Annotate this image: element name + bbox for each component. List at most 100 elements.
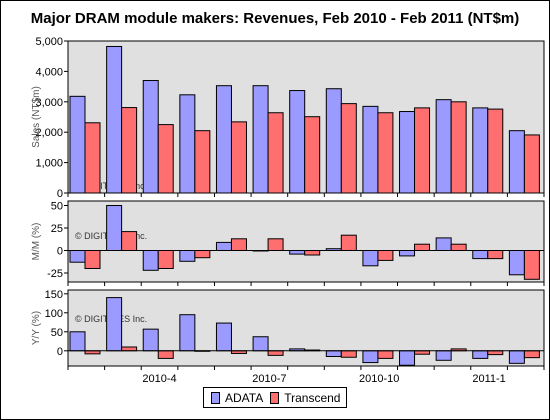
y-tick-label-mom: 0 <box>57 246 63 258</box>
legend-swatch-transcend <box>270 391 280 404</box>
bar-sales-adata <box>399 111 416 194</box>
bar-mom-transcend <box>230 238 247 252</box>
bar-mom-transcend <box>523 250 540 280</box>
bar-yoy-adata <box>179 314 196 352</box>
bar-mom-transcend <box>267 238 284 252</box>
legend-item-adata: ADATA <box>211 391 263 405</box>
y-tick-label-mom: 50 <box>51 201 63 213</box>
y-axis-label-mom: M/M (%) <box>31 223 42 261</box>
bar-sales-transcend <box>157 124 174 194</box>
bar-mom-adata <box>435 237 452 251</box>
bar-sales-adata <box>325 88 342 194</box>
y-tick-label-yoy: 100 <box>45 308 63 320</box>
bar-yoy-transcend <box>414 350 431 355</box>
legend-label-transcend: Transcend <box>284 390 341 405</box>
bar-sales-adata <box>362 105 379 194</box>
bar-yoy-transcend <box>267 350 284 356</box>
y-tick-label-mom: 25 <box>51 223 63 235</box>
bar-sales-transcend <box>230 121 247 194</box>
bar-mom-transcend <box>194 250 211 259</box>
bar-sales-adata <box>252 85 269 194</box>
bar-mom-transcend <box>157 250 174 269</box>
bar-yoy-transcend <box>487 350 504 356</box>
legend: ADATA Transcend <box>203 387 347 408</box>
y-tick-label-mom: -25 <box>47 268 63 280</box>
bar-mom-transcend <box>121 231 138 252</box>
plot-area-yoy <box>67 289 545 367</box>
bar-yoy-adata <box>215 322 232 352</box>
legend-swatch-adata <box>211 391 220 404</box>
x-tick-label: 2010-10 <box>359 373 399 385</box>
y-tick-label-sales: 4,000 <box>35 66 63 78</box>
y-axis-label-yoy: Y/Y (%) <box>31 311 42 345</box>
bar-mom-transcend <box>340 234 357 251</box>
bar-yoy-adata <box>399 350 416 366</box>
bar-yoy-adata <box>142 328 159 352</box>
chart-title: Major DRAM module makers: Revenues, Feb … <box>30 10 520 27</box>
y-tick-label-sales: 0 <box>57 188 63 200</box>
legend-item-transcend: Transcend <box>270 391 340 405</box>
bar-yoy-adata <box>362 350 379 364</box>
bar-yoy-adata <box>508 350 525 364</box>
bar-mom-transcend <box>414 243 431 251</box>
bar-sales-transcend <box>84 122 101 194</box>
x-tick-label: 2011-1 <box>472 373 505 385</box>
bar-mom-adata <box>472 250 489 260</box>
bar-mom-adata <box>289 250 306 255</box>
y-tick-label-sales: 5,000 <box>35 36 63 48</box>
bar-mom-adata <box>106 205 123 251</box>
bar-yoy-adata <box>106 297 123 352</box>
bar-sales-transcend <box>523 134 540 194</box>
x-tick-label: 2010-4 <box>142 373 176 385</box>
y-tick-label-sales: 2,000 <box>35 127 63 139</box>
bar-yoy-transcend <box>340 350 357 358</box>
bar-mom-transcend <box>84 250 101 269</box>
bar-mom-transcend <box>304 250 321 256</box>
bar-yoy-transcend <box>157 350 174 359</box>
bar-yoy-adata <box>325 350 342 357</box>
bar-mom-transcend <box>487 250 504 260</box>
bar-yoy-adata <box>472 350 489 359</box>
y-axis-label-sales: Sales (NT$m) <box>31 86 42 148</box>
y-tick-label-yoy: 0 <box>57 346 63 358</box>
bar-sales-adata <box>508 130 525 194</box>
x-tick-label: 2010-7 <box>252 373 286 385</box>
bar-mom-adata <box>362 250 379 267</box>
bar-mom-adata <box>508 250 525 276</box>
bar-sales-adata <box>69 95 86 194</box>
y-tick-label-yoy: 150 <box>45 289 63 301</box>
plot-area-mom <box>67 200 545 283</box>
bar-mom-adata <box>399 250 416 257</box>
bar-sales-transcend <box>377 112 394 194</box>
bar-sales-transcend <box>267 112 284 194</box>
bar-sales-adata <box>289 90 306 194</box>
y-tick-label-sales: 1,000 <box>35 158 63 170</box>
bar-sales-transcend <box>450 101 467 194</box>
bar-sales-transcend <box>414 107 431 194</box>
y-tick-label-yoy: 50 <box>51 327 63 339</box>
bar-sales-adata <box>472 107 489 194</box>
legend-label-adata: ADATA <box>225 390 264 405</box>
bar-yoy-transcend <box>523 350 540 359</box>
bar-sales-adata <box>435 99 452 194</box>
y-tick-label-sales: 3,000 <box>35 97 63 109</box>
bar-sales-transcend <box>194 130 211 194</box>
bar-sales-adata <box>106 45 123 194</box>
bar-mom-adata <box>142 250 159 271</box>
bar-yoy-transcend <box>377 350 394 359</box>
bar-sales-transcend <box>340 103 357 194</box>
bar-sales-adata <box>215 85 232 194</box>
bar-sales-transcend <box>487 108 504 194</box>
bar-mom-adata <box>215 241 232 251</box>
bar-mom-transcend <box>377 250 394 261</box>
bar-mom-transcend <box>450 243 467 251</box>
bar-sales-adata <box>179 94 196 194</box>
bar-mom-adata <box>179 250 196 262</box>
bar-sales-adata <box>142 80 159 194</box>
bar-sales-transcend <box>304 116 321 194</box>
bar-yoy-adata <box>69 331 86 352</box>
bar-yoy-adata <box>252 336 269 352</box>
bar-mom-adata <box>69 250 86 263</box>
bar-yoy-adata <box>435 350 452 361</box>
